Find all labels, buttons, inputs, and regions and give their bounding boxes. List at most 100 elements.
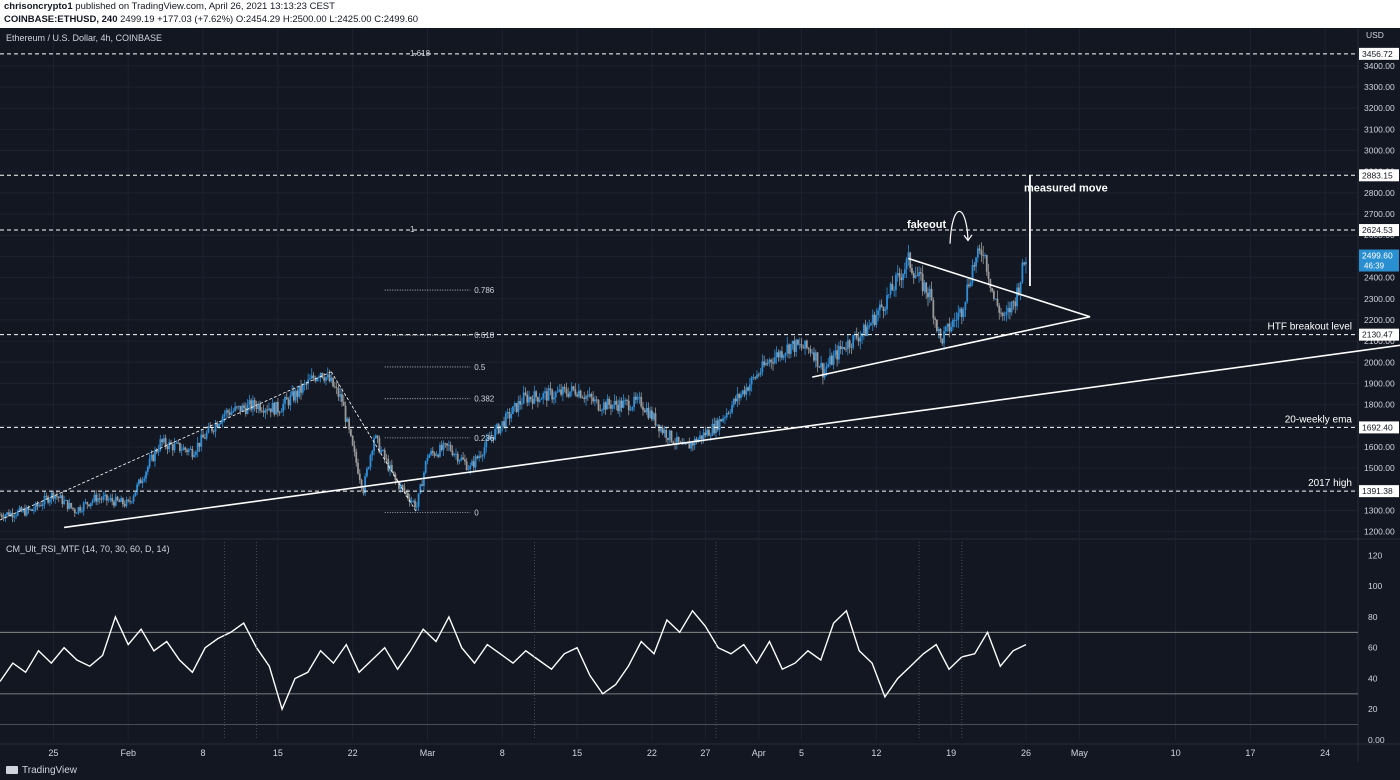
candle-body: [788, 344, 790, 354]
candle-body: [722, 418, 725, 422]
candle-body: [123, 504, 126, 507]
candle-body: [838, 346, 840, 360]
x-tick-label: 19: [946, 748, 956, 758]
author-name[interactable]: chrisoncrypto1: [4, 1, 73, 12]
candle-body: [736, 393, 739, 402]
candle-body: [355, 451, 358, 463]
candle-body: [465, 461, 468, 470]
candle-body: [802, 347, 805, 349]
candle-body: [690, 442, 692, 449]
candle-body: [358, 473, 361, 480]
candle-body: [152, 454, 155, 462]
candle-body: [738, 393, 741, 398]
candle-body: [602, 402, 605, 410]
candle-body: [665, 429, 668, 438]
y-tick-label: 3300.00: [1364, 82, 1395, 92]
x-tick-label: 25: [48, 748, 58, 758]
candle-body: [6, 512, 9, 515]
candle-body: [442, 443, 445, 451]
candle-body: [300, 385, 302, 393]
rsi-tick-label: 20: [1368, 704, 1378, 714]
candle-body: [718, 419, 721, 430]
candle-body: [795, 339, 798, 352]
candle-body: [159, 439, 162, 451]
candle-body: [943, 331, 945, 344]
candle-body: [321, 373, 324, 378]
candle-body: [25, 507, 28, 516]
candle-body: [930, 288, 933, 301]
candle-body: [1009, 307, 1011, 313]
candle-body: [255, 406, 258, 410]
fib-level-label: 0.382: [474, 395, 495, 404]
candle-body: [716, 420, 719, 430]
footer: TradingView: [0, 762, 1400, 780]
y-tick-label: 2400.00: [1364, 273, 1395, 283]
candle-body: [889, 283, 892, 295]
candle-body: [528, 396, 530, 403]
candle-body: [98, 498, 101, 499]
candle-body: [839, 346, 842, 350]
candle-body: [756, 374, 758, 379]
last-price: 2499.19: [120, 14, 155, 25]
candle-body: [987, 271, 990, 280]
candle-body: [513, 403, 516, 407]
candle-body: [1005, 312, 1008, 315]
candle-body: [93, 494, 96, 501]
candle-body: [316, 377, 318, 382]
candle-body: [971, 265, 974, 283]
y-tick-label: 1500.00: [1364, 463, 1395, 473]
candle-body: [8, 512, 10, 517]
candle-body: [485, 439, 488, 448]
candle-body: [670, 430, 673, 442]
candle-body: [522, 392, 525, 404]
candle-body: [524, 392, 527, 395]
fib-level-label: 0.5: [474, 363, 486, 372]
candle-body: [471, 461, 473, 466]
candle-body: [807, 347, 810, 350]
candle-body: [282, 403, 285, 412]
price-change: +177.03 (+7.62%): [157, 14, 234, 25]
candle-body: [248, 400, 251, 405]
candle-body: [704, 432, 707, 436]
candle-body: [426, 457, 429, 462]
candle-body: [784, 353, 787, 356]
candle-body: [9, 512, 12, 517]
candle-body: [512, 406, 514, 415]
candle-body: [720, 419, 723, 422]
candle-body: [309, 378, 311, 380]
candle-body: [178, 442, 181, 451]
chart-canvas[interactable]: 1200.00 1300.00 1 40 0.00 1500.00 1600.00 17 0 0.…: [0, 28, 1400, 762]
candle-body: [925, 282, 928, 293]
candle-body: [371, 451, 374, 456]
candle-body: [962, 310, 965, 318]
candle-body: [408, 497, 411, 502]
candle-body: [417, 493, 420, 507]
candle-body: [975, 257, 977, 267]
candle-body: [754, 377, 757, 379]
candle-body: [16, 510, 19, 516]
candle-body: [941, 338, 944, 344]
candle-body: [317, 377, 320, 379]
candle-body: [732, 398, 735, 406]
candle-body: [72, 507, 74, 510]
candle-body: [339, 394, 342, 397]
y-tick-label: 1300.00: [1364, 505, 1395, 515]
candle-body: [310, 375, 313, 379]
candle-body: [878, 304, 881, 311]
candle-body: [877, 310, 880, 315]
candle-body: [914, 275, 917, 278]
candle-body: [84, 501, 87, 503]
candle-body: [319, 373, 322, 378]
chart-title: Ethereum / U.S. Dollar, 4h, COINBASE: [6, 33, 162, 43]
tradingview-logo[interactable]: TradingView: [6, 765, 77, 776]
candle-body: [1012, 301, 1015, 303]
x-tick-label: 8: [201, 748, 206, 758]
candle-body: [36, 503, 39, 507]
x-tick-label: 27: [700, 748, 710, 758]
candle-body: [855, 333, 858, 339]
x-tick-label: 15: [273, 748, 283, 758]
candle-body: [610, 404, 612, 409]
candle-body: [301, 384, 304, 393]
candle-body: [211, 427, 213, 432]
candle-body: [305, 383, 308, 385]
